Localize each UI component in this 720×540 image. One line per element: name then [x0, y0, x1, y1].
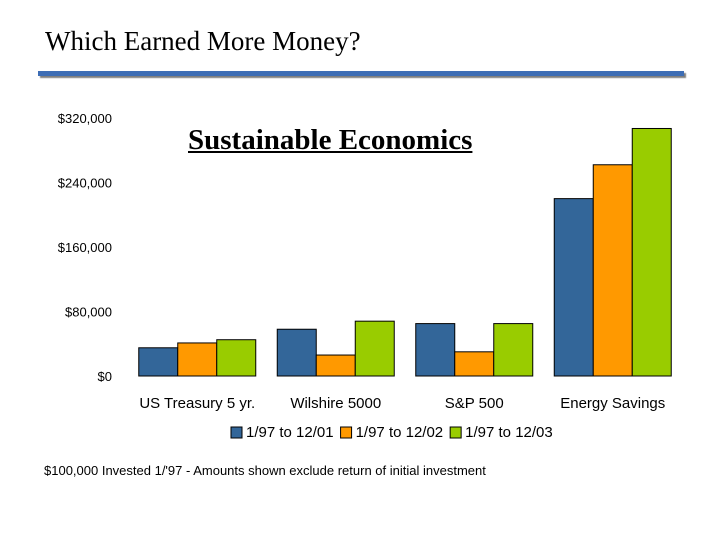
- bar: [454, 351, 495, 377]
- bar: [493, 323, 534, 377]
- x-tick-label: US Treasury 5 yr.: [139, 395, 255, 412]
- x-axis: US Treasury 5 yr. Wilshire 5000 S&P 500 Ene…: [139, 395, 665, 412]
- legend-swatch: [230, 426, 243, 439]
- x-tick-label: S&P 500: [445, 395, 504, 412]
- y-tick-label: $240,000: [58, 176, 112, 191]
- bar: [315, 354, 356, 377]
- legend-swatch: [340, 426, 353, 439]
- legend-label: 1/97 to 12/02: [356, 424, 444, 441]
- bar: [138, 347, 179, 377]
- bar: [415, 323, 456, 377]
- title-divider: [38, 71, 684, 76]
- y-axis: $0 $80,000 $160,000 $240,000 $320,000: [58, 111, 112, 384]
- bar: [354, 320, 395, 377]
- chart-title: Sustainable Economics: [188, 124, 473, 156]
- y-tick-label: $0: [98, 369, 112, 384]
- x-tick-label: Energy Savings: [560, 395, 665, 412]
- legend-label: 1/97 to 12/01: [246, 424, 334, 441]
- bar: [631, 127, 672, 377]
- footnote: $100,000 Invested 1/'97 - Amounts shown …: [44, 463, 486, 478]
- y-tick-label: $80,000: [65, 305, 112, 320]
- bar: [177, 342, 218, 377]
- legend: 1/97 to 12/01 1/97 to 12/02 1/97 to 12/03: [230, 424, 553, 441]
- bar: [592, 164, 633, 377]
- bar: [553, 198, 594, 377]
- bar: [216, 339, 257, 377]
- slide-title: Which Earned More Money?: [45, 26, 361, 56]
- bars: [138, 127, 672, 377]
- y-tick-label: $160,000: [58, 240, 112, 255]
- x-tick-label: Wilshire 5000: [290, 395, 381, 412]
- y-tick-label: $320,000: [58, 111, 112, 126]
- bar: [276, 328, 317, 377]
- legend-swatch: [449, 426, 462, 439]
- legend-label: 1/97 to 12/03: [465, 424, 553, 441]
